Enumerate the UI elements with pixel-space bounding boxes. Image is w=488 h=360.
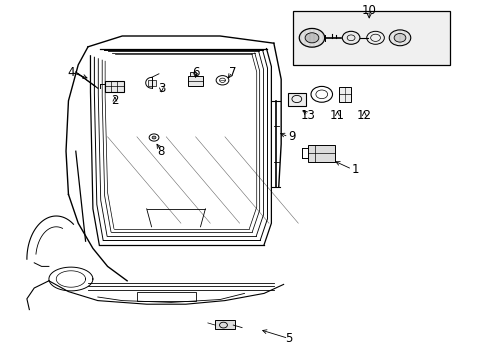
Bar (137, 292, 195, 301)
Text: 3: 3 (157, 82, 165, 95)
Text: 9: 9 (288, 130, 295, 143)
Text: 1: 1 (351, 163, 359, 176)
Bar (147, 80, 156, 86)
Text: 6: 6 (191, 66, 199, 78)
Text: 8: 8 (157, 145, 165, 158)
Bar (287, 93, 305, 106)
Text: 13: 13 (300, 109, 315, 122)
Circle shape (342, 31, 359, 44)
Bar (338, 87, 350, 102)
Circle shape (299, 28, 324, 47)
Circle shape (305, 33, 318, 43)
Text: 2: 2 (111, 94, 119, 107)
Circle shape (393, 33, 405, 42)
Bar (188, 76, 203, 86)
Bar (190, 72, 196, 76)
Bar (215, 320, 234, 329)
Bar (105, 81, 123, 92)
Text: 7: 7 (228, 66, 236, 78)
Text: 10: 10 (361, 4, 376, 17)
Text: 11: 11 (329, 109, 344, 122)
Circle shape (152, 136, 156, 139)
Bar (293, 11, 449, 65)
Text: 5: 5 (284, 332, 292, 345)
Circle shape (388, 30, 410, 46)
Text: 4: 4 (67, 66, 75, 78)
Bar (307, 145, 334, 162)
Text: 12: 12 (356, 109, 371, 122)
